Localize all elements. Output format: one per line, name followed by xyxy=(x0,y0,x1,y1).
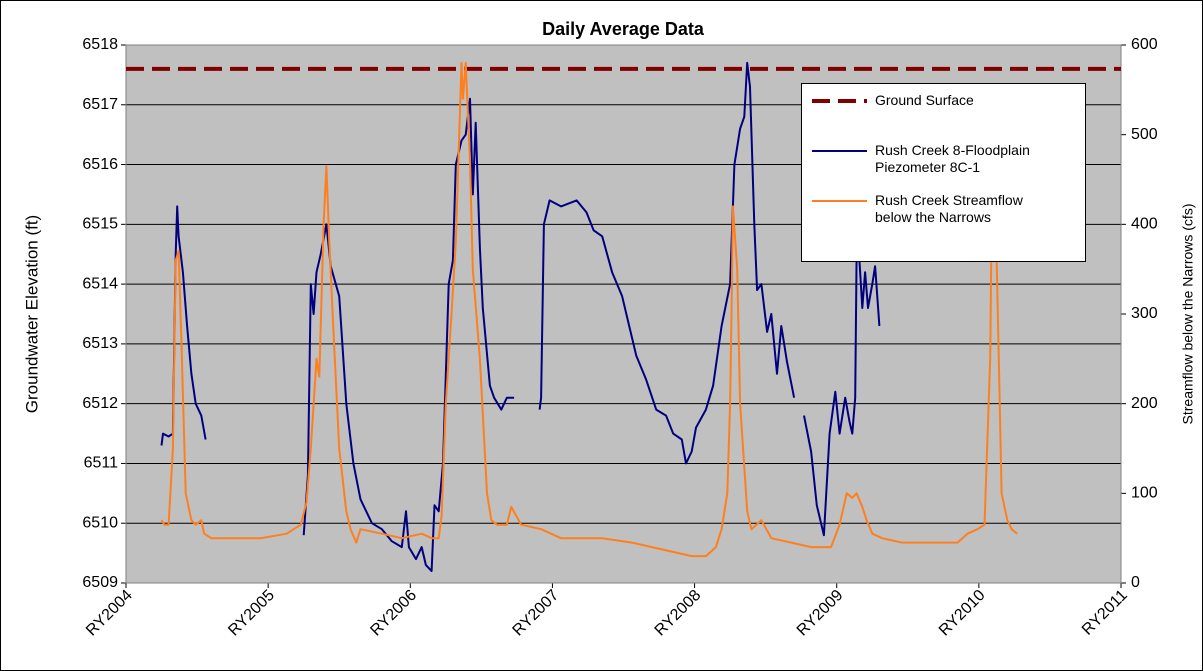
y-tick-label: 6509 xyxy=(82,574,118,591)
chart-title: Daily Average Data xyxy=(542,19,705,39)
y-tick-label: 6517 xyxy=(82,96,118,113)
y-tick-label: 6515 xyxy=(82,216,118,233)
y-tick-label: 6510 xyxy=(82,514,118,531)
series-line xyxy=(160,61,1018,558)
y-tick-label: 6518 xyxy=(82,36,118,53)
x-tick-label: RY2005 xyxy=(225,587,278,640)
x-tick-label: RY2011 xyxy=(1079,587,1131,639)
y-tick-label: 6514 xyxy=(82,275,118,292)
legend-label: Ground Surface xyxy=(875,92,974,108)
legend-label: Rush Creek 8-Floodplain Piezometer 8C-1 xyxy=(875,142,1030,175)
y2-tick-label: 500 xyxy=(1131,126,1158,143)
plot-border xyxy=(125,44,1122,584)
y2-axis-title: Streamflow below the Narrows (cfs) xyxy=(1180,204,1196,425)
legend-swatch xyxy=(812,99,867,103)
x-tick-label: RY2009 xyxy=(794,587,847,640)
y2-tick-label: 200 xyxy=(1131,395,1158,412)
legend-swatch xyxy=(812,200,867,202)
legend-entry: Ground Surface xyxy=(812,92,1045,109)
x-tick-label: RY2008 xyxy=(652,587,705,640)
y2-tick-label: 0 xyxy=(1131,574,1140,591)
legend: Ground Surface Rush Creek 8-Floodplain Pi… xyxy=(801,83,1086,262)
y-tick-label: 6511 xyxy=(84,455,119,472)
y-tick-label: 6513 xyxy=(82,335,118,352)
x-tick-label: RY2004 xyxy=(83,587,136,640)
legend-swatch xyxy=(812,150,867,152)
legend-entry: Rush Creek 8-Floodplain Piezometer 8C-1 xyxy=(812,142,1045,176)
x-tick-label: RY2007 xyxy=(510,587,563,640)
x-tick-label: RY2010 xyxy=(936,587,989,640)
y-axis-title: Groundwater Elevation (ft) xyxy=(22,215,41,413)
legend-label: Rush Creek Streamflow below the Narrows xyxy=(875,192,1023,225)
series-line xyxy=(160,61,881,572)
y2-tick-label: 600 xyxy=(1131,36,1158,53)
x-tick-label: RY2006 xyxy=(367,587,420,640)
y-tick-label: 6516 xyxy=(82,156,118,173)
y-tick-label: 6512 xyxy=(82,395,118,412)
y2-tick-label: 100 xyxy=(1131,485,1158,502)
y2-tick-label: 400 xyxy=(1131,216,1158,233)
y2-tick-label: 300 xyxy=(1131,305,1158,322)
legend-entry: Rush Creek Streamflow below the Narrows xyxy=(812,192,1045,226)
